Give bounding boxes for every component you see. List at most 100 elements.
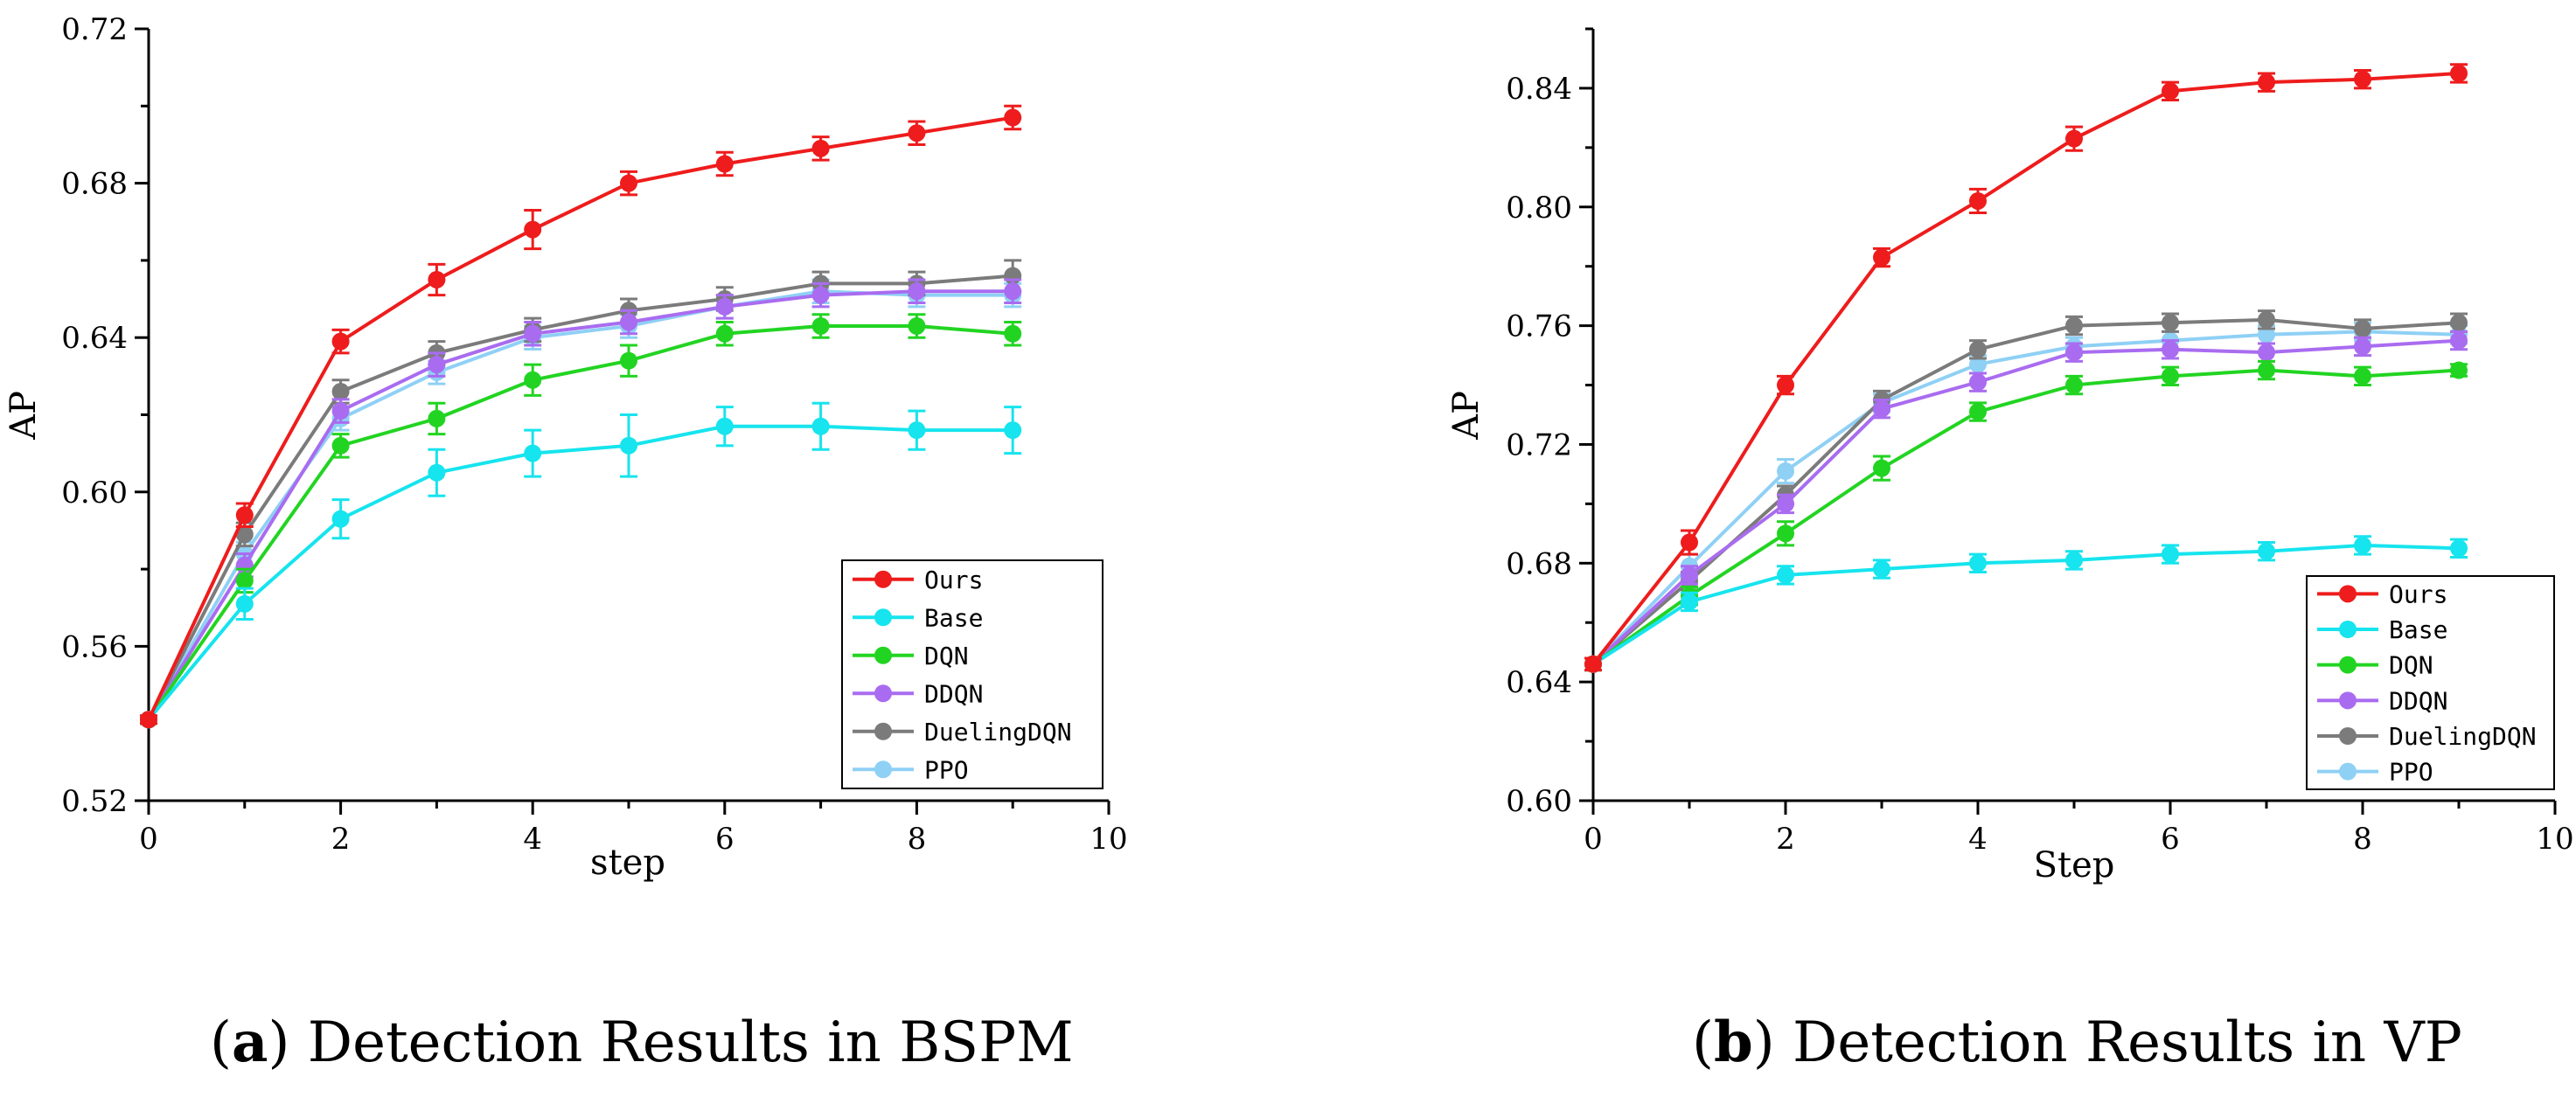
y-tick-label-b: 0.72: [1506, 427, 1572, 462]
legend-b: Ours Base DQN DDQN DuelingDQN PPO: [2306, 575, 2555, 790]
data-point: [2354, 536, 2371, 554]
legend-swatch-marker: [2339, 585, 2357, 603]
data-point: [235, 594, 254, 613]
data-point: [524, 220, 542, 239]
data-point: [908, 282, 926, 301]
x-tick-label-b: 2: [1776, 822, 1795, 857]
data-point: [2450, 361, 2468, 379]
y-tick-label-b: 0.64: [1506, 665, 1572, 700]
data-point: [1004, 421, 1022, 440]
y-tick-label-a: 0.60: [61, 476, 128, 510]
data-point: [524, 324, 542, 343]
series-line-ours: [1591, 71, 2460, 666]
data-point: [1004, 108, 1022, 127]
data-point: [1777, 524, 1794, 543]
x-tick-label-b: 6: [2161, 822, 2180, 857]
legend-swatch-marker: [2339, 727, 2357, 745]
data-point: [2065, 316, 2083, 335]
data-point: [811, 139, 830, 157]
y-tick-label-b: 0.80: [1506, 191, 1572, 226]
data-point: [1681, 533, 1698, 552]
data-point: [2450, 64, 2468, 82]
y-tick-label-a: 0.64: [61, 321, 128, 356]
data-point: [1969, 191, 1987, 210]
data-point: [2450, 314, 2468, 332]
data-point: [2354, 320, 2371, 338]
data-point: [331, 383, 350, 401]
data-point: [811, 286, 830, 304]
data-point: [428, 270, 446, 288]
legend-label: DQN: [2389, 651, 2433, 680]
legend-label: DDQN: [924, 679, 983, 708]
series-ours-a: [140, 104, 1022, 729]
data-point: [715, 297, 734, 316]
y-tick-label-a: 0.72: [61, 12, 128, 47]
data-point: [2065, 344, 2083, 362]
legend-swatch-marker: [874, 608, 892, 627]
data-point: [811, 316, 830, 335]
legend-box: [841, 559, 1104, 789]
data-point: [331, 332, 350, 351]
x-tick-label-b: 8: [2353, 822, 2372, 857]
data-point: [2162, 314, 2179, 332]
x-tick-label-a: 0: [139, 822, 158, 857]
y-tick-label-b: 0.84: [1506, 72, 1572, 107]
data-point: [1584, 655, 1602, 673]
data-point: [1969, 554, 1987, 573]
data-point: [2065, 551, 2083, 569]
y-tick-label-a: 0.68: [61, 167, 128, 202]
data-point: [1777, 462, 1794, 481]
data-point: [1004, 324, 1022, 343]
data-point: [715, 155, 734, 173]
legend-label: Ours: [924, 566, 983, 594]
series-line-ddqn: [1591, 338, 2460, 666]
data-point: [235, 506, 254, 524]
data-point: [908, 316, 926, 335]
legend-label: DDQN: [2389, 686, 2447, 715]
data-point: [1873, 459, 1890, 477]
x-tick-label-a: 2: [331, 822, 351, 857]
data-point: [2450, 331, 2468, 350]
legend-label: Ours: [2389, 580, 2447, 608]
y-tick-label-b: 0.68: [1506, 546, 1572, 581]
data-point: [2065, 376, 2083, 394]
plot-a: 0 2 4 6 8 10 0.52 0.56 0.60 0.64 0.68 0.72 step AP Our…: [3, 12, 1128, 883]
caption-b-title: Detection Results in VP: [1793, 1010, 2462, 1075]
x-tick-label-a: 6: [715, 822, 735, 857]
y-axis-label-b: AP: [1446, 391, 1486, 441]
x-tick-label-b: 10: [2536, 822, 2573, 857]
series-line-ours: [147, 115, 1013, 721]
data-point: [2258, 325, 2275, 344]
data-point: [2065, 129, 2083, 148]
series-line-ddqn: [147, 289, 1013, 721]
data-point: [1969, 340, 1987, 358]
series-dqn-a: [140, 313, 1022, 729]
y-axis-label-a: AP: [3, 391, 44, 441]
data-point: [1873, 560, 1890, 579]
caption-b-letter: b: [1713, 1010, 1753, 1075]
caption-a-letter: a: [231, 1010, 268, 1075]
data-point: [620, 436, 637, 455]
data-point: [2258, 310, 2275, 329]
x-tick-label-b: 0: [1584, 822, 1603, 857]
data-point: [524, 371, 542, 389]
data-point: [331, 436, 350, 455]
series-line-dqn: [147, 323, 1013, 721]
data-point: [1969, 373, 1987, 392]
series-line-dqn: [1591, 368, 2460, 666]
data-point: [235, 572, 254, 590]
legend-label: DuelingDQN: [2389, 722, 2537, 751]
legend-swatch-marker: [874, 646, 892, 664]
data-point: [2354, 337, 2371, 356]
data-point: [1873, 248, 1890, 267]
caption-b: (b) Detection Results in VP: [1692, 1010, 2462, 1075]
data-point: [2354, 70, 2371, 88]
data-point: [2258, 73, 2275, 92]
data-point: [140, 711, 157, 729]
legend-swatch-marker: [874, 722, 892, 740]
legend-label: PPO: [2389, 758, 2433, 787]
data-point: [2162, 367, 2179, 385]
legend-swatch-marker: [2339, 762, 2357, 781]
